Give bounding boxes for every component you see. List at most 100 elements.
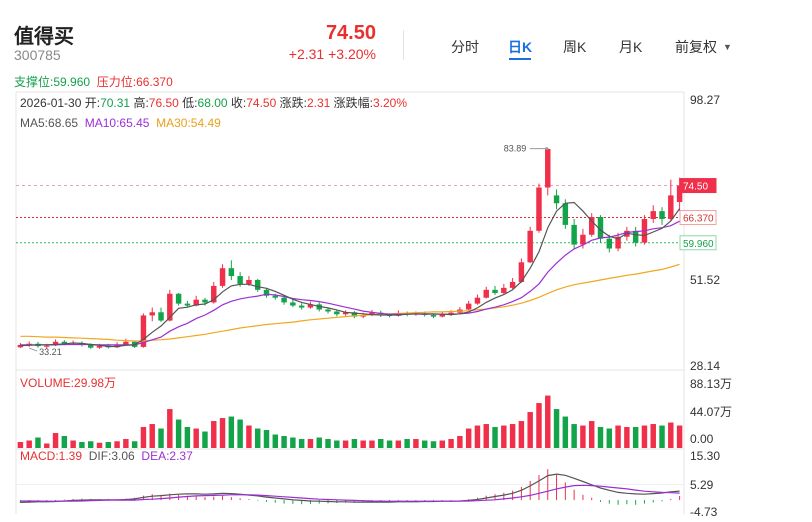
dif-line	[20, 473, 680, 503]
candle-body	[61, 341, 68, 344]
volume-bar	[237, 419, 243, 448]
volume-bar	[52, 433, 59, 448]
macd-axis-max: 15.30	[690, 449, 721, 463]
ma30-label: MA30:	[156, 116, 191, 130]
low-mark-line	[29, 347, 38, 352]
candle-body	[430, 315, 437, 317]
open-value: 70.31	[100, 96, 131, 110]
pressure-tag-box	[679, 210, 717, 226]
candle-body	[219, 268, 226, 286]
candle-body	[545, 148, 551, 188]
candle-body	[518, 262, 525, 282]
volume-bar	[676, 425, 683, 448]
volume-bar	[193, 428, 199, 448]
volume-bar	[404, 439, 410, 448]
volume-bar	[167, 409, 173, 448]
price-axis-min: 28.14	[690, 359, 721, 373]
volume-bar	[492, 427, 498, 448]
candle-body	[281, 297, 287, 303]
volume-bar	[527, 412, 533, 448]
candle-body	[325, 309, 331, 312]
volume-bar	[114, 441, 120, 448]
volume-legend: VOLUME:29.98万	[20, 374, 116, 391]
volume-bar	[325, 439, 331, 448]
candle-body	[184, 303, 191, 306]
support-tag-box	[679, 235, 717, 251]
price-change: +2.31 +3.20%	[262, 46, 376, 62]
volume-bar	[184, 427, 191, 448]
candle-body	[632, 230, 639, 243]
volume-bar	[351, 439, 358, 448]
volume-bar	[202, 431, 208, 448]
candle-body	[272, 295, 279, 298]
candle-body	[193, 299, 199, 306]
chg-label: 涨跌:	[279, 96, 307, 110]
candle-body	[175, 293, 182, 304]
volume-bar	[316, 437, 322, 448]
candle-body	[465, 303, 472, 310]
volume-bar	[536, 403, 542, 448]
candle-body	[290, 302, 296, 306]
macd-label: MACD:	[20, 449, 59, 463]
ohlc-info: 2026-01-30 开:70.31 高:76.50 低:68.00 收:74.…	[20, 94, 407, 111]
tab-monthly-k[interactable]: 月K	[619, 39, 643, 55]
volume-bar	[334, 440, 340, 448]
volume-bar	[298, 439, 305, 448]
tab-weekly-k[interactable]: 周K	[563, 39, 587, 55]
candle-body	[149, 312, 155, 316]
ma5-line	[20, 201, 681, 348]
volume-bar	[96, 442, 103, 448]
volume-bar	[465, 428, 472, 448]
volume-bar	[518, 421, 525, 448]
volume-bar	[501, 425, 507, 448]
candle-body	[580, 234, 586, 245]
price-change-value: +2.31	[288, 46, 325, 62]
candle-body	[167, 293, 173, 321]
candle-body	[553, 195, 560, 204]
candle-body	[369, 312, 375, 316]
ma-legend: MA5:68.65 MA10:65.45 MA30:54.49	[20, 116, 221, 130]
candle-body	[527, 230, 533, 263]
volume-bar	[140, 427, 147, 448]
volume-axis-min: 0.00	[690, 432, 714, 446]
chg-value: 2.31	[306, 96, 331, 110]
candle-body	[536, 187, 542, 231]
low-value: 68.00	[197, 96, 228, 110]
volume-bar	[457, 436, 463, 448]
volume-bar	[571, 424, 577, 448]
volume-bar	[430, 441, 437, 448]
tab-daily-k[interactable]: 日K	[508, 39, 533, 55]
ma30-line	[20, 263, 680, 342]
volume-value: 29.98万	[74, 376, 117, 390]
volume-bar	[395, 440, 402, 448]
candle-body	[17, 344, 24, 348]
volume-bar	[650, 424, 656, 448]
candle-body	[228, 268, 235, 277]
support-pressure: 支撑位:59.960 压力位:66.370	[14, 73, 173, 90]
candle-body	[668, 195, 674, 220]
active-tab-indicator	[509, 58, 531, 60]
macd-axis-min: -4.73	[690, 505, 718, 519]
ma5-label: MA5:	[20, 116, 49, 130]
candle-body	[246, 280, 252, 284]
pressure-value: 66.370	[136, 75, 173, 89]
volume-bar	[281, 436, 287, 448]
last-price-tag-box	[679, 178, 717, 194]
volume-bar	[228, 416, 235, 448]
volume-bar	[35, 437, 41, 448]
volume-bar	[378, 439, 384, 448]
ma5-value: 68.65	[48, 116, 79, 130]
volume-bar	[290, 437, 296, 448]
candle-body	[588, 217, 595, 235]
candle-body	[659, 211, 665, 220]
adjust-dropdown[interactable]: 前复权 ▼	[675, 37, 732, 57]
volume-bar	[369, 440, 375, 448]
high-label: 高:	[133, 96, 149, 110]
macd-axis-mid: 5.29	[690, 478, 714, 492]
volume-bar	[597, 427, 604, 448]
tab-intraday[interactable]: 分时	[451, 39, 479, 55]
pressure-tag: 66.370	[683, 214, 714, 225]
volume-bar	[175, 419, 182, 448]
high-mark-label: 83.89	[504, 144, 527, 154]
